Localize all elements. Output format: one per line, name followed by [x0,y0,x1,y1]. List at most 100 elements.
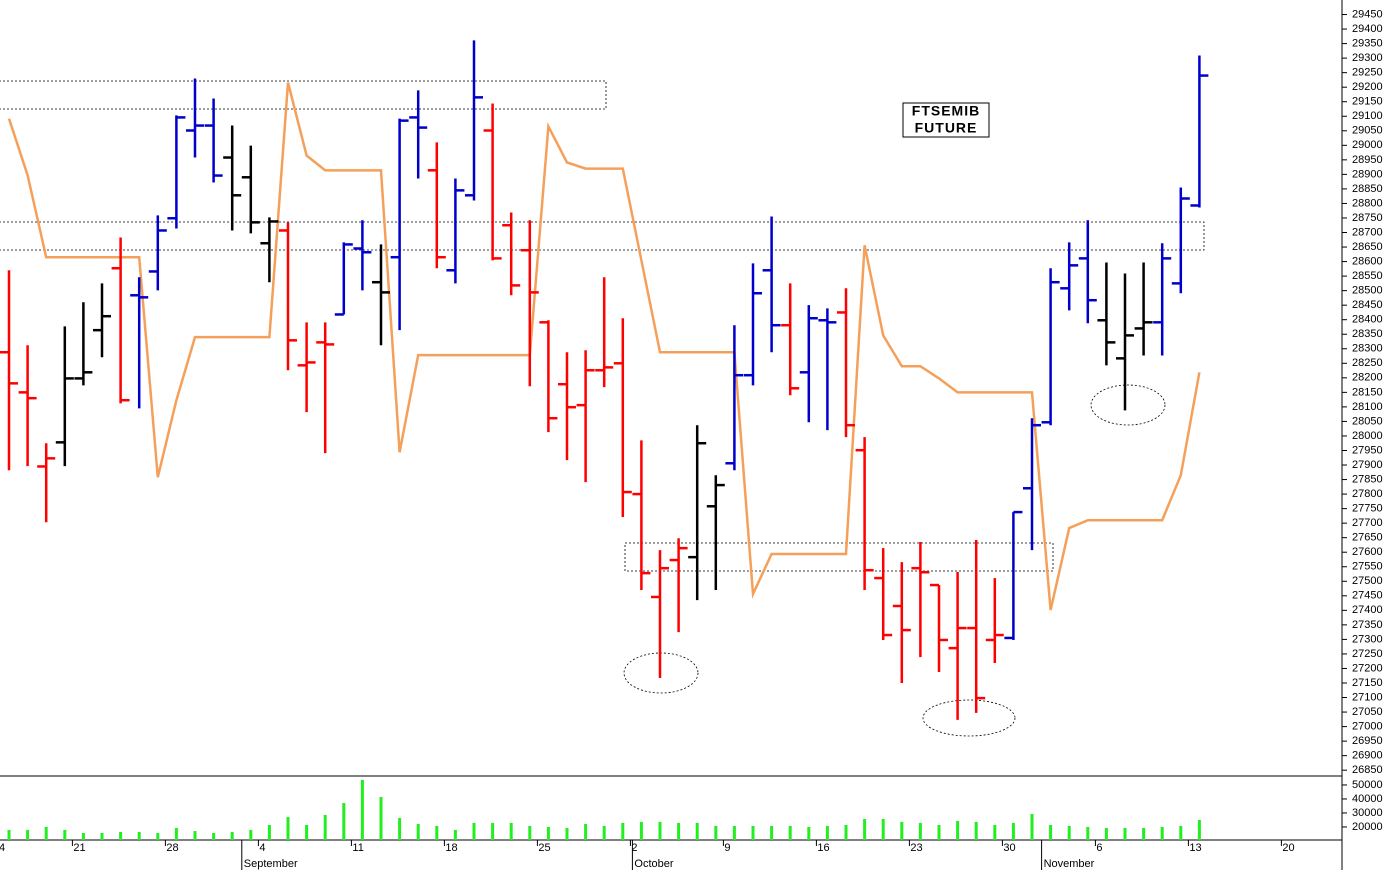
x-tick-label: 25 [538,842,550,854]
volume-bar [398,818,402,840]
x-tick-label: 13 [1189,842,1201,854]
volume-bar [119,832,123,840]
volume-bar [974,821,978,840]
volume-bar [472,822,476,840]
y-tick-label: 28250 [1352,357,1383,369]
volume-bar [26,829,30,840]
x-tick-label: 30 [1003,842,1015,854]
annotation-box [902,102,990,138]
range-box [0,80,607,110]
volume-bar [937,825,941,840]
volume-bar [528,825,532,840]
volume-bar [174,827,178,840]
y-tick-label: 29200 [1352,81,1383,93]
highlight-ellipse [922,699,1016,737]
x-tick-label: 4 [0,842,5,854]
y-tick-label: 27000 [1352,720,1383,732]
volume-bar [1123,827,1127,840]
y-tick-label: 28900 [1352,168,1383,180]
y-tick-label: 26950 [1352,735,1383,747]
y-tick-label: 28950 [1352,154,1383,166]
volume-bar [788,825,792,840]
x-tick-label: 21 [73,842,85,854]
volume-tick-label: 40000 [1352,793,1383,805]
volume-bar [267,825,271,840]
y-tick-label: 28750 [1352,212,1383,224]
highlight-ellipse [1090,384,1166,426]
volume-bar [825,825,829,840]
volume-bar [230,832,234,840]
volume-bar [1086,826,1090,840]
y-tick-label: 27400 [1352,604,1383,616]
y-tick-label: 27200 [1352,662,1383,674]
y-tick-label: 27500 [1352,575,1383,587]
volume-tick-label: 30000 [1352,807,1383,819]
y-tick-label: 29350 [1352,38,1383,50]
y-tick-label: 28350 [1352,328,1383,340]
y-tick-label: 26850 [1352,764,1383,776]
volume-bar [621,822,625,840]
y-tick-label: 29450 [1352,8,1383,20]
volume-bar [1104,827,1108,840]
volume-bar [732,825,736,840]
volume-bar [342,803,346,840]
volume-bar [918,822,922,840]
volume-bar [491,822,495,840]
volume-bar [714,825,718,840]
y-tick-label: 28200 [1352,372,1383,384]
y-tick-label: 29000 [1352,139,1383,151]
y-tick-label: 28700 [1352,226,1383,238]
y-tick-label: 29050 [1352,125,1383,137]
volume-bar [584,824,588,840]
y-tick-label: 29100 [1352,110,1383,122]
x-tick-label: 9 [724,842,730,854]
y-tick-label: 28600 [1352,255,1383,267]
y-tick-label: 27800 [1352,488,1383,500]
y-tick-label: 27250 [1352,648,1383,660]
annotation-text: FTSEMIB [912,103,980,119]
y-tick-label: 28500 [1352,285,1383,297]
volume-bar [81,832,85,840]
volume-bar [770,825,774,840]
y-tick-label: 26900 [1352,750,1383,762]
volume-bar [323,814,327,840]
volume-bar [956,820,960,840]
y-tick-label: 28300 [1352,343,1383,355]
volume-tick-label: 20000 [1352,821,1383,833]
volume-bar [993,825,997,840]
y-tick-label: 28150 [1352,386,1383,398]
volume-bar [193,831,197,840]
x-tick-label: 18 [445,842,457,854]
y-tick-label: 28800 [1352,197,1383,209]
y-tick-label: 27650 [1352,532,1383,544]
x-tick-label: 28 [166,842,178,854]
month-label: October [634,858,673,870]
volume-bar [602,825,606,840]
volume-bar [881,818,885,840]
y-tick-label: 28000 [1352,430,1383,442]
volume-bar [1160,826,1164,840]
y-tick-label: 28850 [1352,183,1383,195]
volume-bar [1142,827,1146,840]
volume-bar [249,829,253,840]
y-tick-label: 27850 [1352,473,1383,485]
volume-bar [1197,819,1201,840]
month-label: November [1044,858,1095,870]
volume-bar [453,829,457,840]
y-tick-label: 27700 [1352,517,1383,529]
y-tick-label: 28400 [1352,314,1383,326]
y-tick-label: 27050 [1352,706,1383,718]
x-tick-label: 6 [1096,842,1102,854]
x-tick-label: 4 [259,842,265,854]
volume-bar [100,832,104,840]
volume-bar [379,797,383,840]
y-tick-label: 27950 [1352,444,1383,456]
y-tick-label: 29300 [1352,52,1383,64]
y-tick-label: 27750 [1352,503,1383,515]
volume-bar [677,822,681,840]
volume-bar [360,779,364,840]
y-tick-label: 29150 [1352,96,1383,108]
y-tick-label: 27100 [1352,691,1383,703]
range-box [624,542,1054,572]
